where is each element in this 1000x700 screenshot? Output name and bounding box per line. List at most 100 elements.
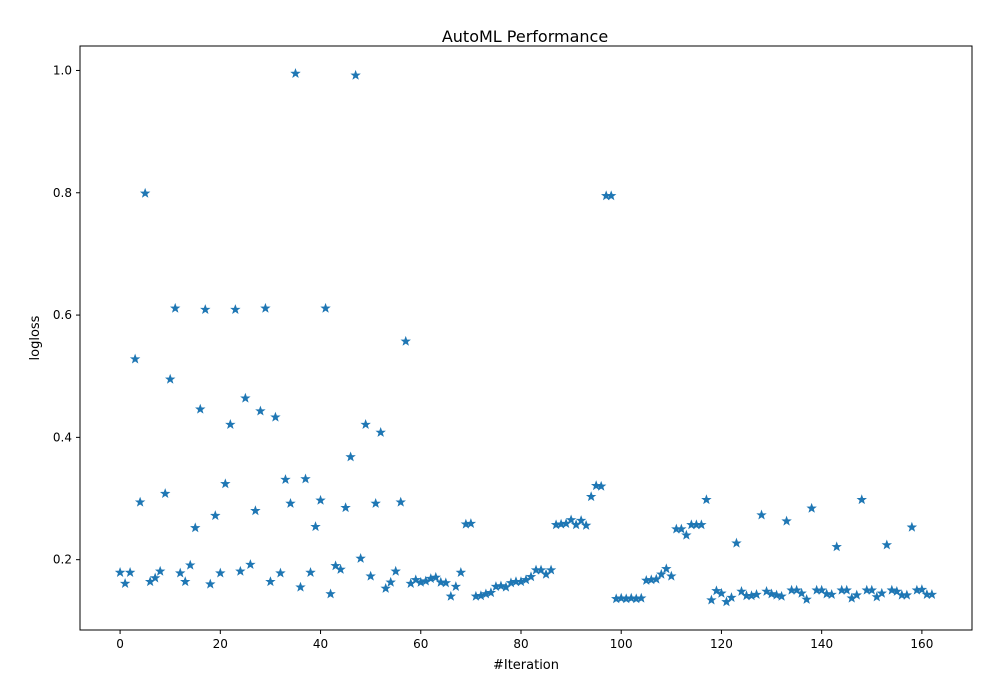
data-point [350,69,361,80]
data-point [159,488,171,499]
data-point [455,567,467,577]
data-point [906,521,918,532]
y-tick-label: 0.4 [53,430,72,444]
data-point [305,567,316,577]
data-point [926,589,938,599]
data-point [656,568,667,579]
data-point [535,564,547,575]
data-point [200,304,211,315]
data-point [585,491,597,502]
data-point [225,419,236,429]
data-point [761,585,772,596]
data-point [841,584,852,595]
data-point [250,505,261,516]
data-point [149,572,161,583]
data-point [280,474,291,484]
data-point [215,567,226,578]
data-point [696,519,707,530]
data-point [370,497,381,508]
data-point [185,559,196,570]
data-point [465,518,477,529]
data-point [801,593,812,604]
data-point [791,584,802,595]
data-point [736,585,747,596]
data-point [891,585,903,596]
data-point [595,480,607,491]
data-point [275,567,286,578]
data-point [410,574,421,585]
data-point [450,581,462,592]
x-tick-label: 60 [413,637,428,651]
data-point [390,565,401,576]
data-point [756,509,767,520]
y-axis: 0.2 0.4 0.6 0.8 1.0 [53,63,80,567]
y-tick-label: 1.0 [53,63,72,77]
data-point [340,502,351,513]
data-point [360,419,371,429]
data-point [235,565,246,576]
data-point [330,560,341,571]
data-point [716,587,727,598]
data-point [119,578,131,588]
data-point [626,592,637,603]
x-tick-label: 80 [513,637,528,651]
data-point [435,576,447,587]
data-point [365,570,376,581]
data-point [545,564,557,575]
data-point [636,592,647,603]
data-point [285,497,296,508]
data-point [445,590,457,601]
data-point [154,565,166,576]
data-point [315,494,326,505]
y-tick-label: 0.8 [53,186,72,200]
data-point [706,594,717,605]
data-point [320,302,331,313]
data-point [195,403,206,414]
data-point [400,335,411,346]
data-point [124,567,136,577]
data-point [616,592,627,603]
data-point [230,304,241,315]
data-point [270,411,281,422]
data-point [726,592,737,603]
data-point [851,589,862,600]
data-point [375,427,386,437]
data-point [661,563,672,574]
data-point [605,190,617,201]
data-point [310,521,321,532]
data-point [129,353,141,364]
x-tick-label: 40 [313,637,328,651]
plot-area-frame [79,45,973,631]
data-point [355,552,366,563]
data-point [395,496,406,507]
data-point [245,559,256,569]
data-point [440,577,452,588]
data-point [205,578,216,589]
data-point [776,590,787,601]
data-point [290,68,301,78]
x-tick-label: 160 [910,637,933,651]
data-point [385,576,396,587]
x-tick-label: 0 [116,637,124,651]
x-tick-label: 140 [810,637,833,651]
data-point [676,523,687,534]
y-tick-label: 0.6 [53,308,72,322]
data-point [731,537,742,548]
data-point [901,589,913,600]
data-point [525,571,537,582]
data-point [265,576,276,587]
data-point [751,589,762,599]
data-point [826,589,837,599]
chart-title: AutoML Performance [442,27,608,46]
data-point [580,519,592,530]
data-point [711,585,722,596]
data-point [164,373,176,384]
data-point [681,529,692,540]
x-tick-label: 100 [610,637,633,651]
data-point [806,502,817,513]
data-point [876,587,888,598]
data-point [866,584,877,595]
data-point [781,515,792,526]
data-point [240,392,251,403]
